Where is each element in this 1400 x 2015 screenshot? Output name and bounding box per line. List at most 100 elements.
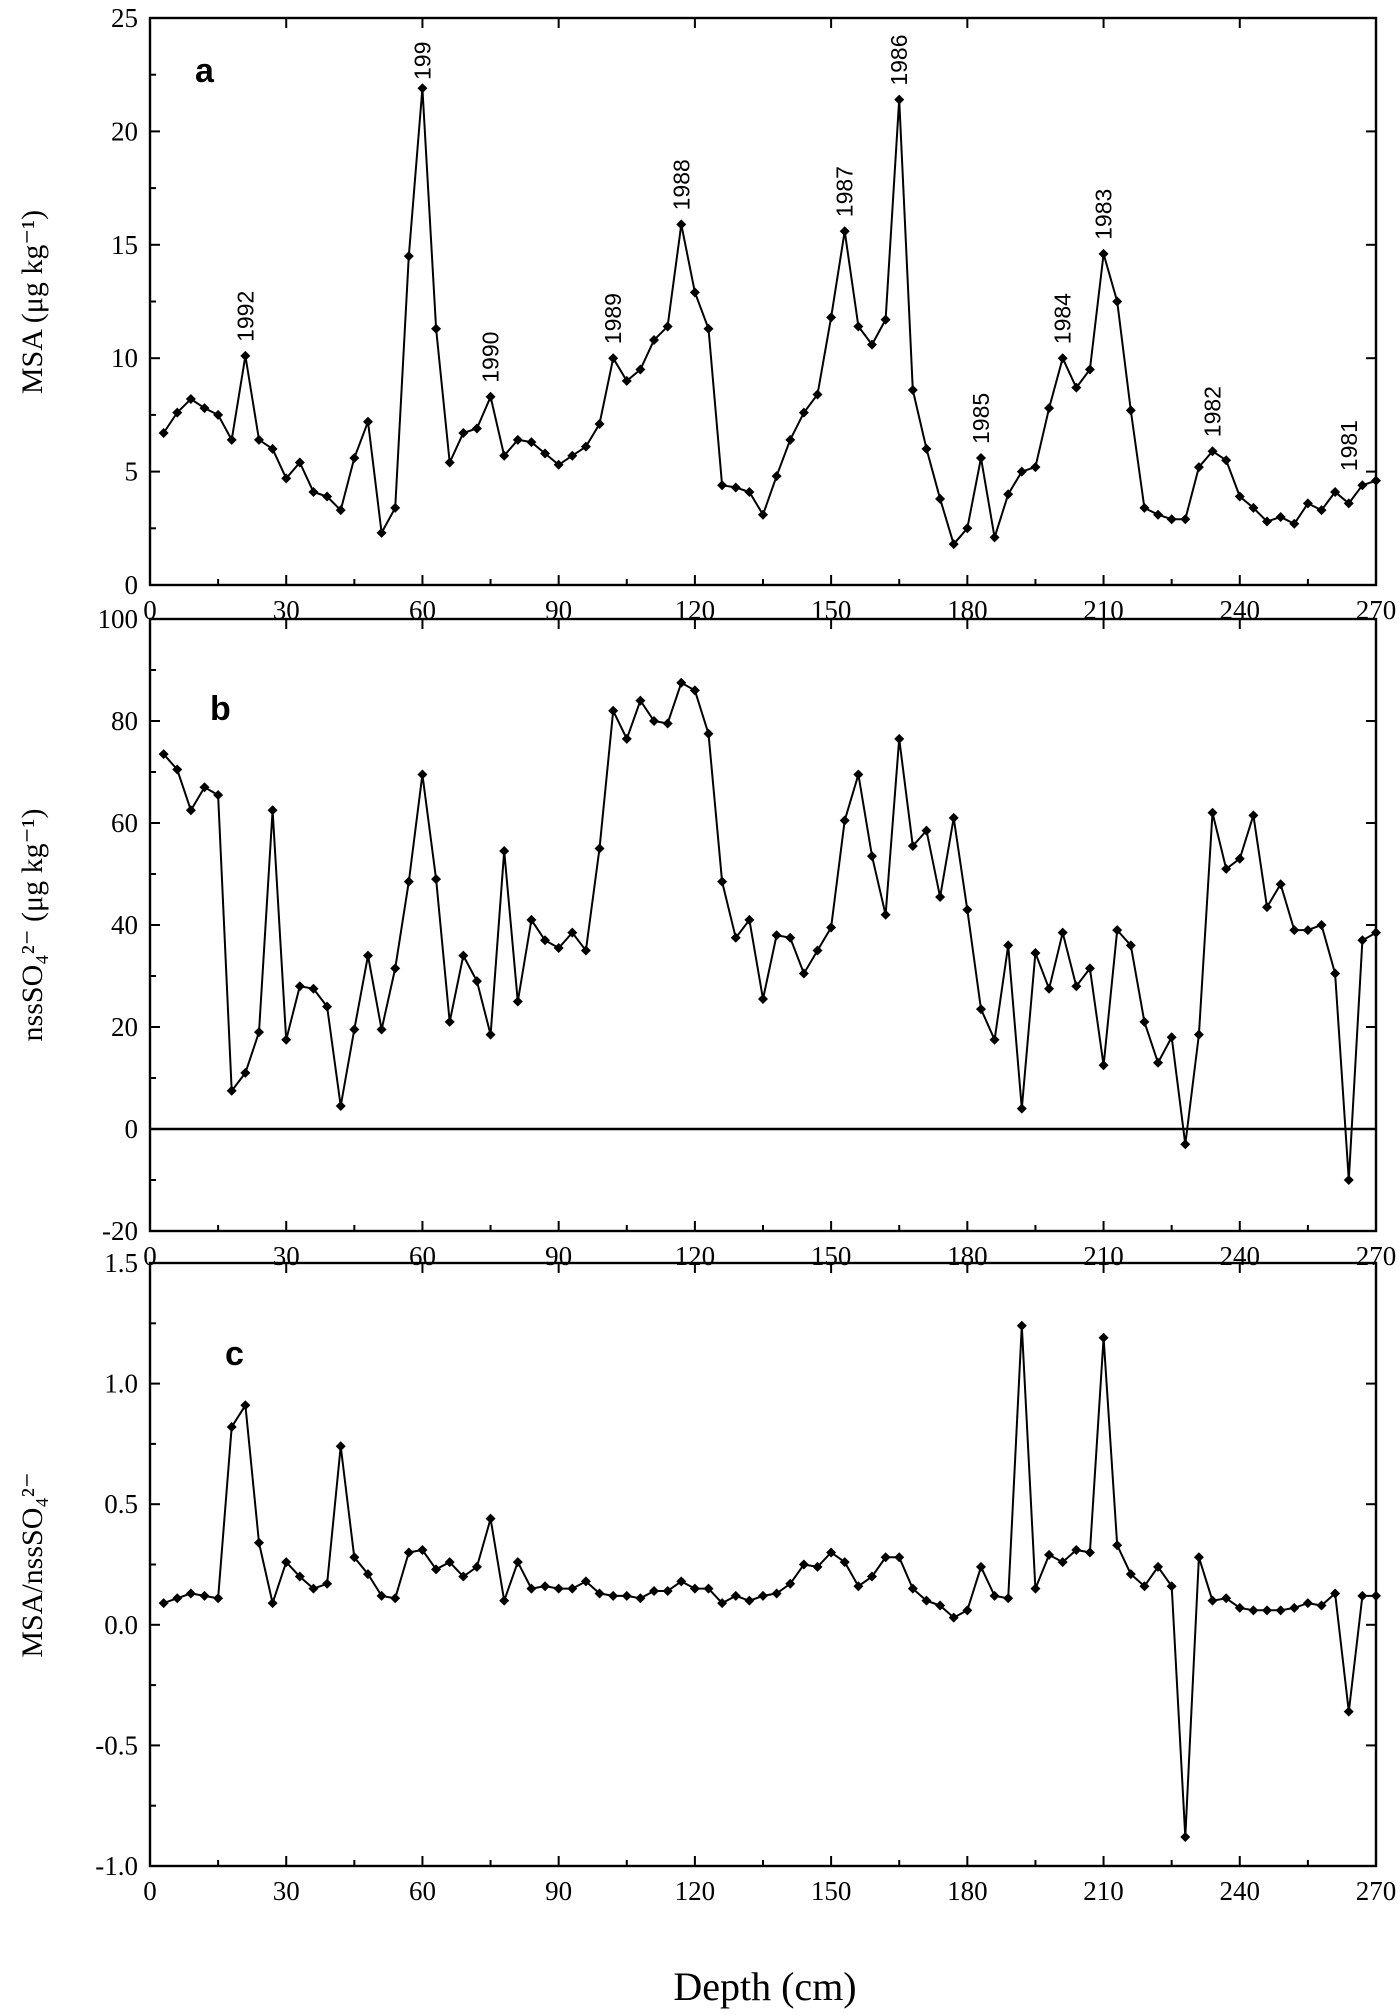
data-point	[1248, 1605, 1259, 1616]
data-point	[158, 749, 169, 760]
data-point	[798, 1559, 809, 1570]
y-tick-label: 5	[125, 457, 139, 487]
data-point	[1207, 446, 1218, 457]
year-annotation: 1990	[478, 332, 504, 383]
data-point	[376, 1590, 387, 1601]
data-point	[403, 876, 414, 887]
data-point	[785, 434, 796, 445]
data-point	[894, 1552, 905, 1563]
data-point	[880, 1552, 891, 1563]
data-point	[540, 935, 551, 946]
data-point	[649, 335, 660, 346]
data-point	[921, 1595, 932, 1606]
data-point	[390, 963, 401, 974]
x-tick-label: 60	[409, 1876, 436, 1906]
data-point	[717, 1598, 728, 1609]
data-point	[294, 457, 305, 468]
y-tick-label: -0.5	[95, 1730, 138, 1760]
data-point	[989, 1590, 1000, 1601]
data-point	[1139, 1016, 1150, 1027]
data-point	[226, 1422, 237, 1433]
data-point	[1044, 1549, 1055, 1560]
data-point	[608, 1590, 619, 1601]
data-point	[839, 226, 850, 237]
data-point	[485, 391, 496, 402]
data-point	[567, 927, 578, 938]
data-point	[431, 874, 442, 885]
data-point	[826, 1547, 837, 1558]
y-tick-label: -1.0	[95, 1851, 138, 1881]
data-point	[1357, 935, 1368, 946]
data-point	[185, 805, 196, 816]
data-point	[1112, 925, 1123, 936]
series-line	[162, 88, 1377, 547]
data-point	[1330, 487, 1341, 498]
data-point	[1193, 1029, 1204, 1040]
data-point	[185, 1588, 196, 1599]
data-point	[975, 452, 986, 463]
data-point	[185, 394, 196, 405]
data-point	[662, 718, 673, 729]
data-point	[1139, 502, 1150, 513]
data-point	[798, 968, 809, 979]
data-point	[649, 1586, 660, 1597]
data-point	[240, 350, 251, 361]
plot-frame	[148, 617, 1378, 1233]
year-annotation: 1985	[968, 393, 994, 444]
data-point	[921, 443, 932, 454]
x-tick-label: 150	[811, 1876, 852, 1906]
data-point	[989, 532, 1000, 543]
data-point	[172, 1593, 183, 1604]
x-tick-label: 240	[1220, 1876, 1261, 1906]
data-point	[335, 1101, 346, 1112]
y-axis-title: MSA/nssSO₄²⁻	[16, 1472, 49, 1657]
data-point	[294, 981, 305, 992]
data-point	[1003, 940, 1014, 951]
data-point	[1166, 514, 1177, 525]
data-point	[649, 716, 660, 726]
data-point	[1125, 405, 1136, 416]
data-point	[1371, 1590, 1381, 1601]
data-point	[826, 312, 837, 323]
data-point	[1302, 498, 1313, 509]
data-point	[1221, 455, 1232, 466]
data-point	[1302, 925, 1313, 936]
series-line	[163, 1325, 1376, 1838]
data-point	[580, 945, 591, 956]
data-point	[798, 407, 809, 418]
data-point	[1098, 1332, 1109, 1343]
year-annotation: 1989	[600, 293, 626, 344]
data-point	[431, 323, 442, 334]
data-point	[907, 384, 918, 395]
data-point	[880, 314, 891, 325]
data-point	[730, 482, 741, 493]
data-point	[962, 1605, 973, 1616]
data-point	[1248, 502, 1259, 513]
x-tick-label: 210	[1083, 1876, 1124, 1906]
data-point	[1125, 940, 1136, 951]
data-point	[281, 473, 292, 484]
data-point	[594, 1588, 605, 1599]
data-point	[362, 416, 373, 427]
data-point	[526, 437, 537, 448]
panel-b-nss-sulfate: 0 30 60 90 120 150 180 210 240 270-20020406080100…	[16, 604, 1396, 1271]
data-point	[1057, 927, 1068, 938]
y-tick-label: 25	[111, 3, 138, 33]
data-point	[213, 789, 224, 800]
year-annotation: 199	[409, 42, 435, 80]
data-point	[444, 1016, 455, 1027]
data-point	[907, 840, 918, 851]
data-point	[199, 403, 210, 414]
data-point	[866, 1571, 877, 1582]
data-point	[267, 805, 278, 816]
year-annotation: 1984	[1050, 293, 1076, 344]
data-point	[866, 851, 877, 862]
y-tick-label: 15	[111, 230, 138, 260]
data-point	[1193, 1552, 1204, 1563]
data-point	[1262, 516, 1273, 527]
data-point	[499, 846, 510, 857]
data-point	[1084, 963, 1095, 974]
data-point	[853, 321, 864, 332]
data-point	[567, 450, 578, 461]
data-point	[948, 812, 959, 823]
